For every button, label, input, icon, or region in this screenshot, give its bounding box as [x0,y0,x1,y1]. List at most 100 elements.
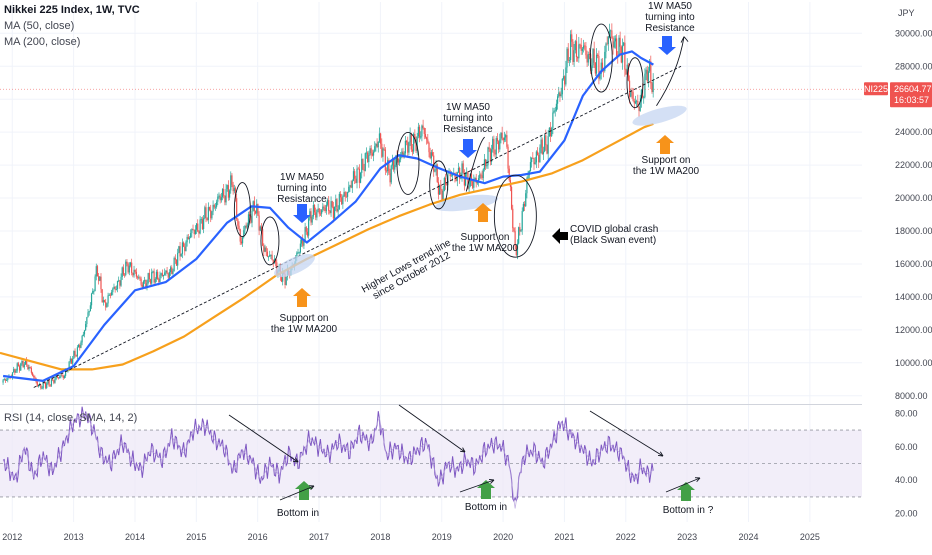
candle-body [133,269,135,276]
candle-body [297,252,299,254]
candle-body [22,360,24,368]
candle-body [555,103,558,111]
candle-body [409,133,411,143]
candle-body [148,273,150,280]
candle-body [13,369,15,373]
divergence-line [398,404,466,453]
candle-body [20,363,22,371]
candle-body [585,46,587,56]
candle-body [646,69,648,82]
candle-body [518,227,520,244]
candle-body [226,185,228,190]
candle-body [203,218,205,229]
candle-body [558,92,560,97]
candle-body [167,273,169,278]
candle-body [486,165,488,167]
candle-body [191,229,193,234]
candle-body [85,324,87,331]
candle-body [54,378,56,383]
candle-body [219,195,221,201]
candle-body [298,252,300,254]
candle-body [70,358,73,364]
candle-body [383,148,385,150]
candle-body [34,377,36,379]
candle-body [40,384,42,389]
resistance-note-1: 1W MA50 [280,172,324,183]
candle-body [365,152,368,154]
ma50-legend[interactable]: MA (50, close) [4,20,75,32]
last-price-text: 26604.77 [894,84,932,94]
candle-body [48,379,50,386]
resistance-arrow [658,36,676,55]
resistance-note-1: turning into [277,183,327,194]
candle-body [623,42,625,46]
candle-body [324,207,326,212]
candle-body [392,160,395,170]
candle-body [109,294,112,296]
candle-body [638,106,640,111]
candle-body [155,271,158,279]
candle-body [521,211,523,231]
candle-body [364,153,366,171]
candle-body [357,168,359,170]
candle-body [350,185,352,188]
candle-body [306,231,309,236]
candle-body [63,375,66,379]
candle-body [16,363,18,371]
symbol-badge-text: NI225 [864,84,888,94]
candle-body [328,200,330,211]
candle-body [506,135,508,147]
candle-body [227,185,230,198]
candle-body [560,94,562,97]
candle-body [626,64,628,75]
candle-body [607,36,609,45]
resistance-note-3: 1W MA50 [648,1,692,12]
candle-body [308,218,310,236]
candle-body [468,186,470,189]
candle-body [245,226,247,228]
candle-body [405,140,408,143]
candle-body [600,62,602,74]
time-tick-label: 2014 [125,532,145,542]
candle-body [588,54,591,55]
candle-body [556,96,559,104]
candle-body [632,92,634,101]
resistance-note-2: turning into [443,113,493,124]
bottom-note-2: Bottom in [465,502,507,513]
candle-body [299,243,301,253]
time-tick-label: 2024 [738,532,758,542]
candle-body [182,242,185,247]
candle-body [224,195,226,203]
support-arrow [474,203,492,222]
candle-body [26,359,28,365]
candle-body [74,350,76,356]
candle-body [413,133,415,152]
candle-body [92,291,94,294]
candle-body [474,178,476,180]
candle-body [121,267,123,277]
candle-body [185,242,187,252]
candle-body [108,294,110,296]
price-action-oval [589,23,613,93]
candle-body [168,272,171,278]
candle-body [206,218,208,220]
ma200-legend[interactable]: MA (200, close) [4,36,81,48]
candle-body [651,83,653,92]
projection-curve [465,136,486,192]
candle-body [260,226,263,230]
candle-body [264,247,266,252]
candle-body [553,110,555,113]
candle-body [636,100,638,102]
support-highlight [434,194,498,212]
rsi-legend[interactable]: RSI (14, close, SMA, 14, 2) [4,412,138,424]
price-tick-label: 28000.00 [895,61,932,71]
candle-body [113,286,115,289]
candle-body [62,375,64,379]
candle-body [395,155,397,165]
candle-body [371,153,373,156]
candle-body [29,367,31,368]
candle-body [136,276,139,278]
candle-body [175,259,178,266]
candle-body [106,303,108,308]
